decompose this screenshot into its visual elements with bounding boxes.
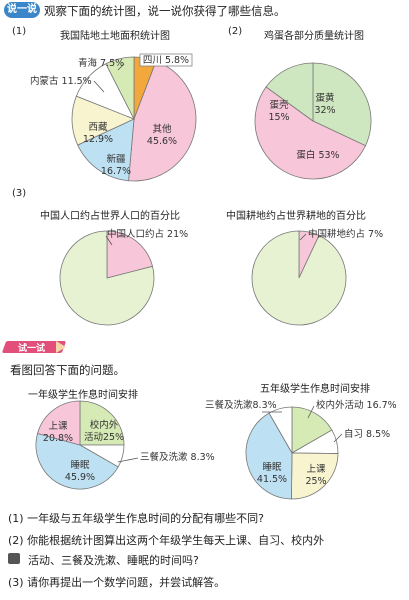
pie6-label-2-1: 25% xyxy=(305,476,326,487)
chart2-number: (2) xyxy=(228,26,243,37)
pie2-label-0-1: 32% xyxy=(314,105,335,116)
pie1-labelbox-0 xyxy=(139,53,193,67)
pie5-label-2-1: 45.9% xyxy=(65,472,95,483)
pie4-label-0-0: 中国耕地约占 7% xyxy=(308,228,383,240)
pie6-leader-0 xyxy=(307,405,315,419)
section2-instruction: 看图回答下面的问题。 xyxy=(10,363,125,377)
pie3-label-0-0: 中国人口约占 21% xyxy=(107,228,188,240)
pie1-label-3-1: 12.9% xyxy=(83,134,113,145)
pie1-label-5-0: 青海 7.5% xyxy=(78,57,124,69)
pie4-slice-1 xyxy=(251,230,347,326)
pie1-slice-1 xyxy=(128,60,197,182)
pie6-slice-3 xyxy=(245,412,293,500)
try-badge-pencil: 试一试 xyxy=(1,338,67,356)
pie5-leader-1 xyxy=(117,457,139,463)
pie6-label-0-0: 校内外活动 16.7% xyxy=(316,399,397,411)
chart6-title: 五年级学生作息时间安排 xyxy=(260,384,370,395)
pie5-label-2-0: 睡眠 xyxy=(70,459,90,471)
pie1-leader-5 xyxy=(117,63,125,71)
pie1-label-2-1: 16.7% xyxy=(101,166,131,177)
chart1-title: 我国陆地土地面积统计图 xyxy=(60,31,170,42)
pie2-label-2-1: 15% xyxy=(268,112,289,123)
pie1-label-4-0: 内蒙古 11.5% xyxy=(30,75,92,87)
pie6-slice-0 xyxy=(291,406,333,454)
pie1-label-1-1: 45.6% xyxy=(147,136,177,147)
pie1-label-3-0: 西藏 xyxy=(88,121,108,133)
pie2-slice-0 xyxy=(312,62,372,147)
chart4-title: 中国耕地约占世界耕地的百分比 xyxy=(226,211,366,222)
video-icon xyxy=(8,553,20,564)
pie1-slice-2 xyxy=(77,118,135,182)
pie6-label-3-0: 睡眠 xyxy=(262,461,282,473)
pie1-slice-5 xyxy=(105,56,135,120)
pie6-label-2-0: 上课 xyxy=(306,464,326,475)
pie3-leader-0 xyxy=(105,235,113,246)
pie2-label-1-0: 蛋白 53% xyxy=(296,149,339,161)
pie5-slice-2 xyxy=(35,433,119,490)
chart3-number: (3) xyxy=(12,188,27,199)
chart3-title: 中国人口约占世界人口的百分比 xyxy=(40,211,180,222)
question-2: (2) 你能根据统计图算出这两个年级学生每天上课、自习、校内外 xyxy=(8,534,325,547)
pie5-label-0-1: 活动25% xyxy=(84,431,124,443)
pie5-slice-0 xyxy=(79,400,125,446)
pie2-slice-1 xyxy=(254,86,367,180)
pie4-leader-0 xyxy=(299,233,307,241)
say-badge: 说一说 xyxy=(4,2,40,18)
pie3-slice-1 xyxy=(59,230,155,326)
pie5-label-3-0: 上课 xyxy=(48,421,68,432)
pie1-label-0-0: 四川 5.8% xyxy=(143,55,189,66)
pie6-label-1-0: 自习 8.5% xyxy=(344,428,390,440)
pie5-label-1-0: 三餐及洗漱 8.3% xyxy=(140,451,215,463)
pie5-label-0-0: 校内外 xyxy=(90,419,119,431)
pie3-slice-0 xyxy=(106,230,154,279)
chart5-title: 一年级学生作息时间安排 xyxy=(28,390,138,401)
question-1: (1) 一年级与五年级学生作息时间的分配有哪些不同? xyxy=(8,512,264,525)
pie2-label-2-0: 蛋壳 xyxy=(269,99,289,111)
pie2-slice-2 xyxy=(265,62,314,122)
pie1-label-1-0: 其他 xyxy=(152,123,172,135)
pie6-slice-2 xyxy=(291,452,339,500)
pie5-slice-3 xyxy=(37,400,81,446)
pie1-label-2-0: 新疆 xyxy=(106,153,126,165)
pie2-label-0-0: 蛋黄 xyxy=(315,92,334,104)
pie6-label-4-0: 三餐及洗漱8.3% xyxy=(205,399,277,411)
pie6-slice-4 xyxy=(268,406,293,455)
pie6-label-3-1: 41.5% xyxy=(257,474,287,485)
chart2-title: 鸡蛋各部分质量统计图 xyxy=(264,31,364,42)
section1-instruction: 观察下面的统计图，说一说你获得了哪些信息。 xyxy=(44,4,286,18)
pie5-label-3-1: 20.8% xyxy=(43,433,73,444)
pie1-leader-4 xyxy=(93,80,105,93)
pie6-leader-1 xyxy=(333,433,343,443)
question-2-cont: 活动、三餐及洗漱、睡眠的时间吗? xyxy=(28,554,199,567)
question-3: (3) 请你再提出一个数学问题，并尝试解答。 xyxy=(8,576,226,589)
chart1-number: (1) xyxy=(12,26,27,37)
